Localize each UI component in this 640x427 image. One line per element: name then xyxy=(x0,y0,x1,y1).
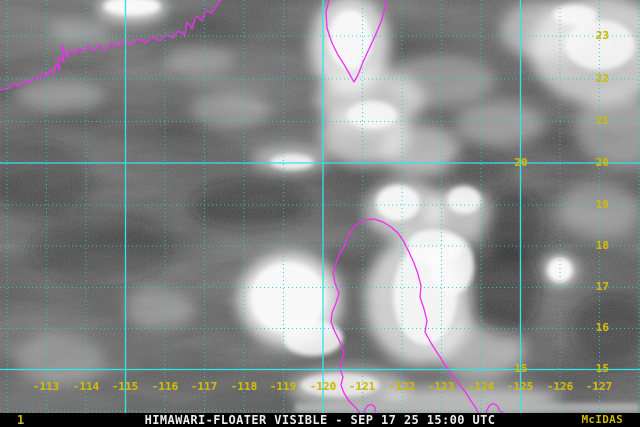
lon-label: -119 xyxy=(269,380,297,393)
lat-label: 19 xyxy=(595,198,609,211)
lat-label: 23 xyxy=(595,29,609,42)
lat-label: 20 xyxy=(595,156,609,169)
lat-label: 15 xyxy=(595,362,609,375)
mcidas-watermark: McIDAS xyxy=(581,413,623,426)
lon-label: -113 xyxy=(32,380,60,393)
lon-label: -114 xyxy=(72,380,100,393)
lon-label: -115 xyxy=(111,380,139,393)
lat-label: 21 xyxy=(595,114,609,127)
lon-label: -125 xyxy=(506,380,534,393)
grid-solid-lines xyxy=(0,0,640,413)
coastline-island-south xyxy=(485,403,504,413)
satellite-image xyxy=(0,0,640,413)
lon-label: -118 xyxy=(230,380,258,393)
film-grain-texture xyxy=(0,0,640,413)
bottom-cloud-strip xyxy=(295,403,640,413)
lat-label: 17 xyxy=(595,280,609,293)
coastline-taiwan xyxy=(325,0,387,83)
coastline-luzon-west xyxy=(330,244,361,413)
lon-label: -120 xyxy=(309,380,337,393)
lon-label: -124 xyxy=(467,380,495,393)
lon-label: -126 xyxy=(546,380,574,393)
lon-label: -127 xyxy=(585,380,613,393)
coastline-china xyxy=(0,0,222,91)
lon-label: -121 xyxy=(348,380,376,393)
image-title: HIMAWARI-FLOATER VISIBLE - SEP 17 25 15:… xyxy=(144,413,496,427)
lat-label: 16 xyxy=(595,321,609,334)
status-bar: 1 HIMAWARI-FLOATER VISIBLE - SEP 17 25 1… xyxy=(0,413,640,427)
coastline-luzon-bay xyxy=(363,404,376,413)
lat-label: 18 xyxy=(595,239,609,252)
lon-label: -123 xyxy=(427,380,455,393)
lon-label: -116 xyxy=(151,380,179,393)
lat-line-label: 15 xyxy=(514,362,528,375)
grid-dotted-lines xyxy=(0,0,640,413)
satellite-view: 23 22 21 20 19 18 17 16 15 20 15 -113 -1… xyxy=(0,0,640,413)
lat-label: 22 xyxy=(595,72,609,85)
lon-label: -117 xyxy=(190,380,218,393)
latlon-grid-overlay xyxy=(0,0,640,413)
lon-label: -122 xyxy=(388,380,416,393)
lat-line-label: 20 xyxy=(514,156,528,169)
frame-number: 1 xyxy=(17,413,25,427)
